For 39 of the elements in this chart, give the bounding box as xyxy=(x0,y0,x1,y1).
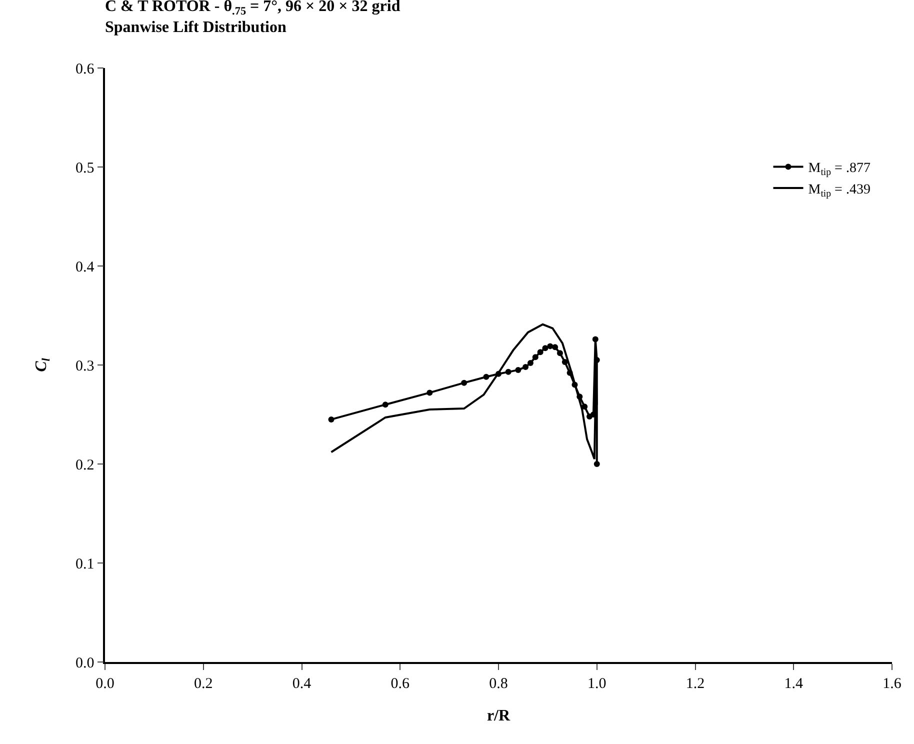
point xyxy=(328,416,334,422)
x-tick-label: 1.4 xyxy=(784,676,804,692)
point xyxy=(505,368,512,375)
point xyxy=(562,359,568,366)
y-tick-label: 0.6 xyxy=(76,61,95,78)
x-tick-label: 0.0 xyxy=(96,676,114,692)
point xyxy=(537,349,544,356)
chart-subtitle: Spanwise Lift Distribution xyxy=(105,18,286,36)
chart-title: C & T ROTOR - θ$_{.75}$ = 7°, 96 × 20 × 32 grid xyxy=(105,0,400,18)
point xyxy=(532,354,538,360)
point xyxy=(556,350,563,356)
point xyxy=(594,461,600,467)
point xyxy=(527,360,534,366)
point xyxy=(461,380,468,386)
x-tick-label: 1.2 xyxy=(686,676,705,692)
point xyxy=(515,366,522,373)
point xyxy=(552,344,558,350)
x-tick-label: 1.6 xyxy=(882,676,902,692)
x-axis-title: r/R xyxy=(486,708,510,724)
x-tick-label: 0.8 xyxy=(489,676,508,692)
point xyxy=(483,374,490,380)
point xyxy=(382,402,388,408)
x-tick-label: 0.6 xyxy=(390,676,410,692)
x-tick-label: 1.0 xyxy=(588,676,606,692)
legend-label: M$_{tip}$ = .877 xyxy=(808,161,870,178)
point xyxy=(542,345,548,352)
point xyxy=(592,336,598,342)
y-tick-label: 0.2 xyxy=(76,457,94,474)
y-tick-label: 0.1 xyxy=(76,556,94,572)
y-tick-label: 0.0 xyxy=(76,655,94,672)
y-tick-label: 0.3 xyxy=(76,358,94,374)
y-tick-label: 0.5 xyxy=(76,160,94,176)
point xyxy=(522,364,529,370)
point xyxy=(582,404,588,410)
x-tick-label: 0.4 xyxy=(292,676,312,692)
x-tick-label: 0.2 xyxy=(194,676,213,692)
y-tick-label: 0.4 xyxy=(76,259,95,276)
legend-label: M$_{tip}$ = .439 xyxy=(808,182,870,200)
point xyxy=(426,390,433,396)
